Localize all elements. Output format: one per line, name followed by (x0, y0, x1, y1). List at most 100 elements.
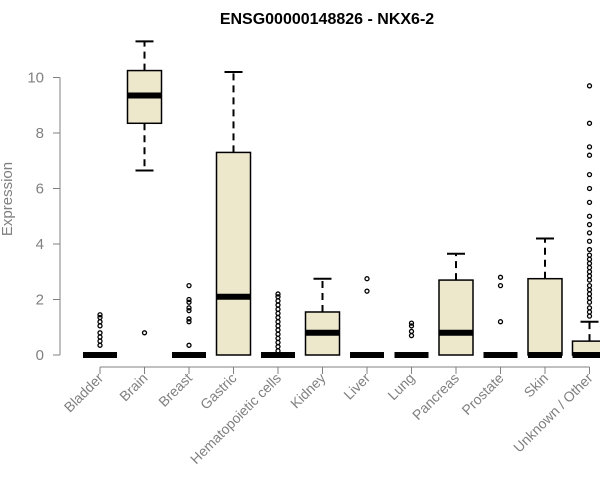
outlier-point (186, 296, 192, 303)
outlier-point (586, 199, 593, 206)
outlier-point (186, 299, 192, 305)
outlier-point (364, 276, 370, 282)
outlier-point (586, 269, 593, 275)
box-bladder (83, 312, 117, 358)
y-tick-label: 4 (36, 236, 44, 253)
outlier-point (586, 313, 593, 319)
outlier-point (497, 319, 504, 325)
x-tick-label: Lung (384, 370, 417, 403)
outlier-point (97, 312, 103, 318)
outlier-point (586, 144, 593, 150)
outlier-point (586, 246, 593, 253)
box-liver (350, 276, 384, 358)
outlier-point (586, 256, 593, 262)
outlier-point (586, 299, 593, 305)
outlier-point (97, 323, 103, 329)
x-tick-label: Breast (155, 370, 195, 410)
outlier-point (97, 319, 103, 325)
outlier-point (275, 306, 281, 312)
outlier-point (97, 330, 103, 336)
outlier-point (97, 314, 103, 321)
outlier-point (97, 338, 103, 344)
outlier-point (275, 331, 281, 337)
x-tick-label: Unknown / Other (510, 370, 596, 456)
box-pancreas (438, 252, 474, 356)
box-brain (126, 40, 163, 336)
outlier-point (275, 319, 281, 325)
outlier-point (586, 260, 593, 267)
outlier-point (497, 282, 504, 289)
outlier-point (586, 291, 593, 297)
outlier-point (586, 309, 593, 315)
outlier-point (275, 348, 281, 354)
outlier-point (275, 298, 281, 304)
outlier-point (186, 307, 192, 314)
box-skin (527, 237, 563, 358)
x-tick-label: Brain (116, 370, 150, 404)
outlier-point (275, 294, 281, 300)
box-kidney (304, 277, 341, 356)
outlier-point (497, 274, 504, 280)
y-axis-label: Expression (0, 162, 16, 236)
x-tick-label: Liver (340, 370, 373, 403)
y-tick-label: 8 (36, 125, 44, 142)
outlier-point (586, 120, 593, 126)
outlier-point (586, 252, 593, 258)
y-axis: 0 2 4 6 8 10 (27, 70, 61, 364)
outlier-point (586, 83, 593, 89)
chart-title: ENSG00000148826 - NKX6-2 (220, 11, 434, 28)
box-lung (394, 320, 429, 358)
x-tick-label: Gastric (197, 370, 240, 413)
outlier-point (586, 287, 593, 293)
outlier-point (586, 230, 593, 236)
outlier-point (586, 221, 593, 228)
outlier-point (586, 273, 593, 279)
outlier-point (586, 152, 593, 158)
x-tick-label: Kidney (287, 370, 329, 412)
outlier-point (586, 305, 593, 311)
outlier-point (186, 342, 192, 348)
outlier-point (186, 305, 192, 311)
outlier-point (364, 288, 370, 294)
x-tick-label: Skin (521, 370, 552, 401)
outlier-point (408, 332, 415, 339)
box-breast (172, 282, 206, 358)
outlier-point (275, 335, 281, 342)
outlier-point (275, 323, 281, 329)
outlier-point (586, 282, 593, 289)
y-tick-label: 10 (27, 70, 44, 87)
outlier-point (186, 319, 192, 325)
y-tick-label: 2 (36, 292, 44, 309)
plot-area (83, 40, 600, 358)
outlier-point (408, 323, 415, 329)
outlier-point (186, 282, 192, 289)
outlier-point (97, 342, 103, 348)
outlier-point (586, 295, 593, 301)
outlier-point (275, 302, 281, 308)
outlier-point (141, 330, 148, 336)
outlier-point (275, 327, 281, 333)
x-tick-label: Bladder (61, 370, 107, 416)
outlier-point (97, 334, 103, 340)
outlier-point (186, 316, 192, 322)
outlier-point (275, 291, 281, 297)
box-prostate (483, 274, 518, 358)
box-iqr (215, 151, 252, 356)
outlier-point (586, 264, 593, 271)
outlier-point (586, 213, 593, 219)
outlier-point (586, 238, 593, 244)
outlier-point (408, 328, 415, 335)
outlier-point (275, 339, 281, 346)
outlier-point (275, 344, 281, 350)
outlier-point (275, 314, 281, 321)
outlier-point (275, 310, 281, 317)
x-tick-label: Prostate (458, 370, 506, 418)
y-tick-label: 6 (36, 181, 44, 198)
box-iqr (438, 279, 474, 356)
box-gastric (215, 70, 252, 356)
outlier-point (586, 185, 593, 192)
y-tick-label: 0 (36, 347, 44, 364)
